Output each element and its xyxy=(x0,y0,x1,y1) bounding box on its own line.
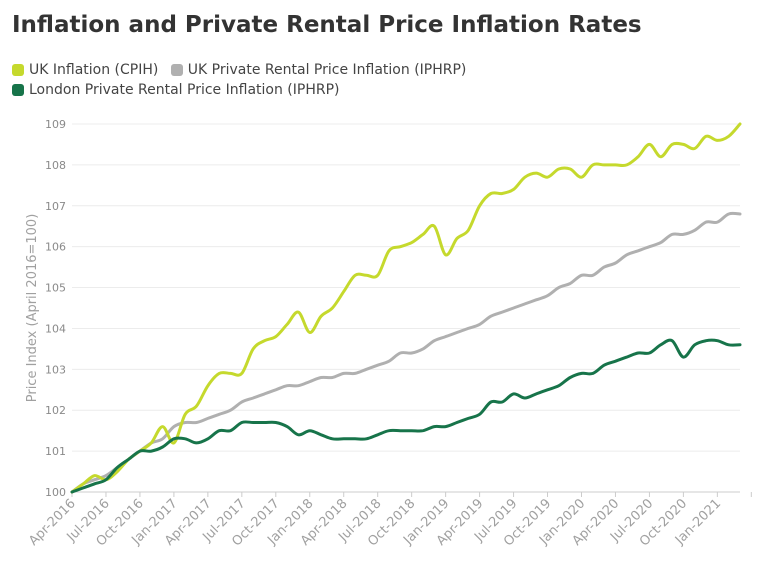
legend-item-london-iphrp[interactable]: London Private Rental Price Inflation (I… xyxy=(12,82,339,98)
legend-label-cpih: UK Inflation (CPIH) xyxy=(29,62,159,78)
y-axis-label: Price Index (April 2016=100) xyxy=(25,214,40,403)
series-line-0[interactable] xyxy=(70,122,742,494)
grid-lines xyxy=(72,123,740,493)
series-lines xyxy=(70,122,742,494)
y-tick-label: 102 xyxy=(45,404,66,417)
x-axis: Apr-2016Jul-2016Oct-2016Jan-2017Apr-2017… xyxy=(26,492,752,549)
legend-item-cpih[interactable]: UK Inflation (CPIH) xyxy=(12,62,158,78)
y-tick-label: 107 xyxy=(45,200,66,213)
y-tick-label: 109 xyxy=(45,118,66,131)
y-tick-label: 105 xyxy=(45,282,66,295)
legend-swatch-cpih xyxy=(12,64,24,76)
y-tick-label: 106 xyxy=(45,241,66,254)
legend-swatch-london-iphrp xyxy=(12,84,24,96)
y-axis-ticks: 100 101 102 103 104 105 106 107 108 109 xyxy=(45,118,66,499)
y-tick-label: 100 xyxy=(45,486,66,499)
series-line-1[interactable] xyxy=(70,211,742,494)
y-tick-label: 108 xyxy=(45,159,66,172)
legend-label-london-iphrp: London Private Rental Price Inflation (I… xyxy=(29,82,340,98)
legend-label-uk-iphrp: UK Private Rental Price Inflation (IPHRP… xyxy=(187,62,467,78)
chart-legend: UK Inflation (CPIH) UK Private Rental Pr… xyxy=(12,62,532,102)
series-line-2[interactable] xyxy=(70,338,742,494)
chart-title: Inflation and Private Rental Price Infla… xyxy=(12,12,642,38)
legend-item-uk-iphrp[interactable]: UK Private Rental Price Inflation (IPHRP… xyxy=(170,62,467,78)
legend-swatch-uk-iphrp xyxy=(170,64,183,76)
y-tick-label: 101 xyxy=(45,445,66,458)
y-tick-label: 103 xyxy=(45,363,66,376)
y-tick-label: 104 xyxy=(45,322,66,335)
